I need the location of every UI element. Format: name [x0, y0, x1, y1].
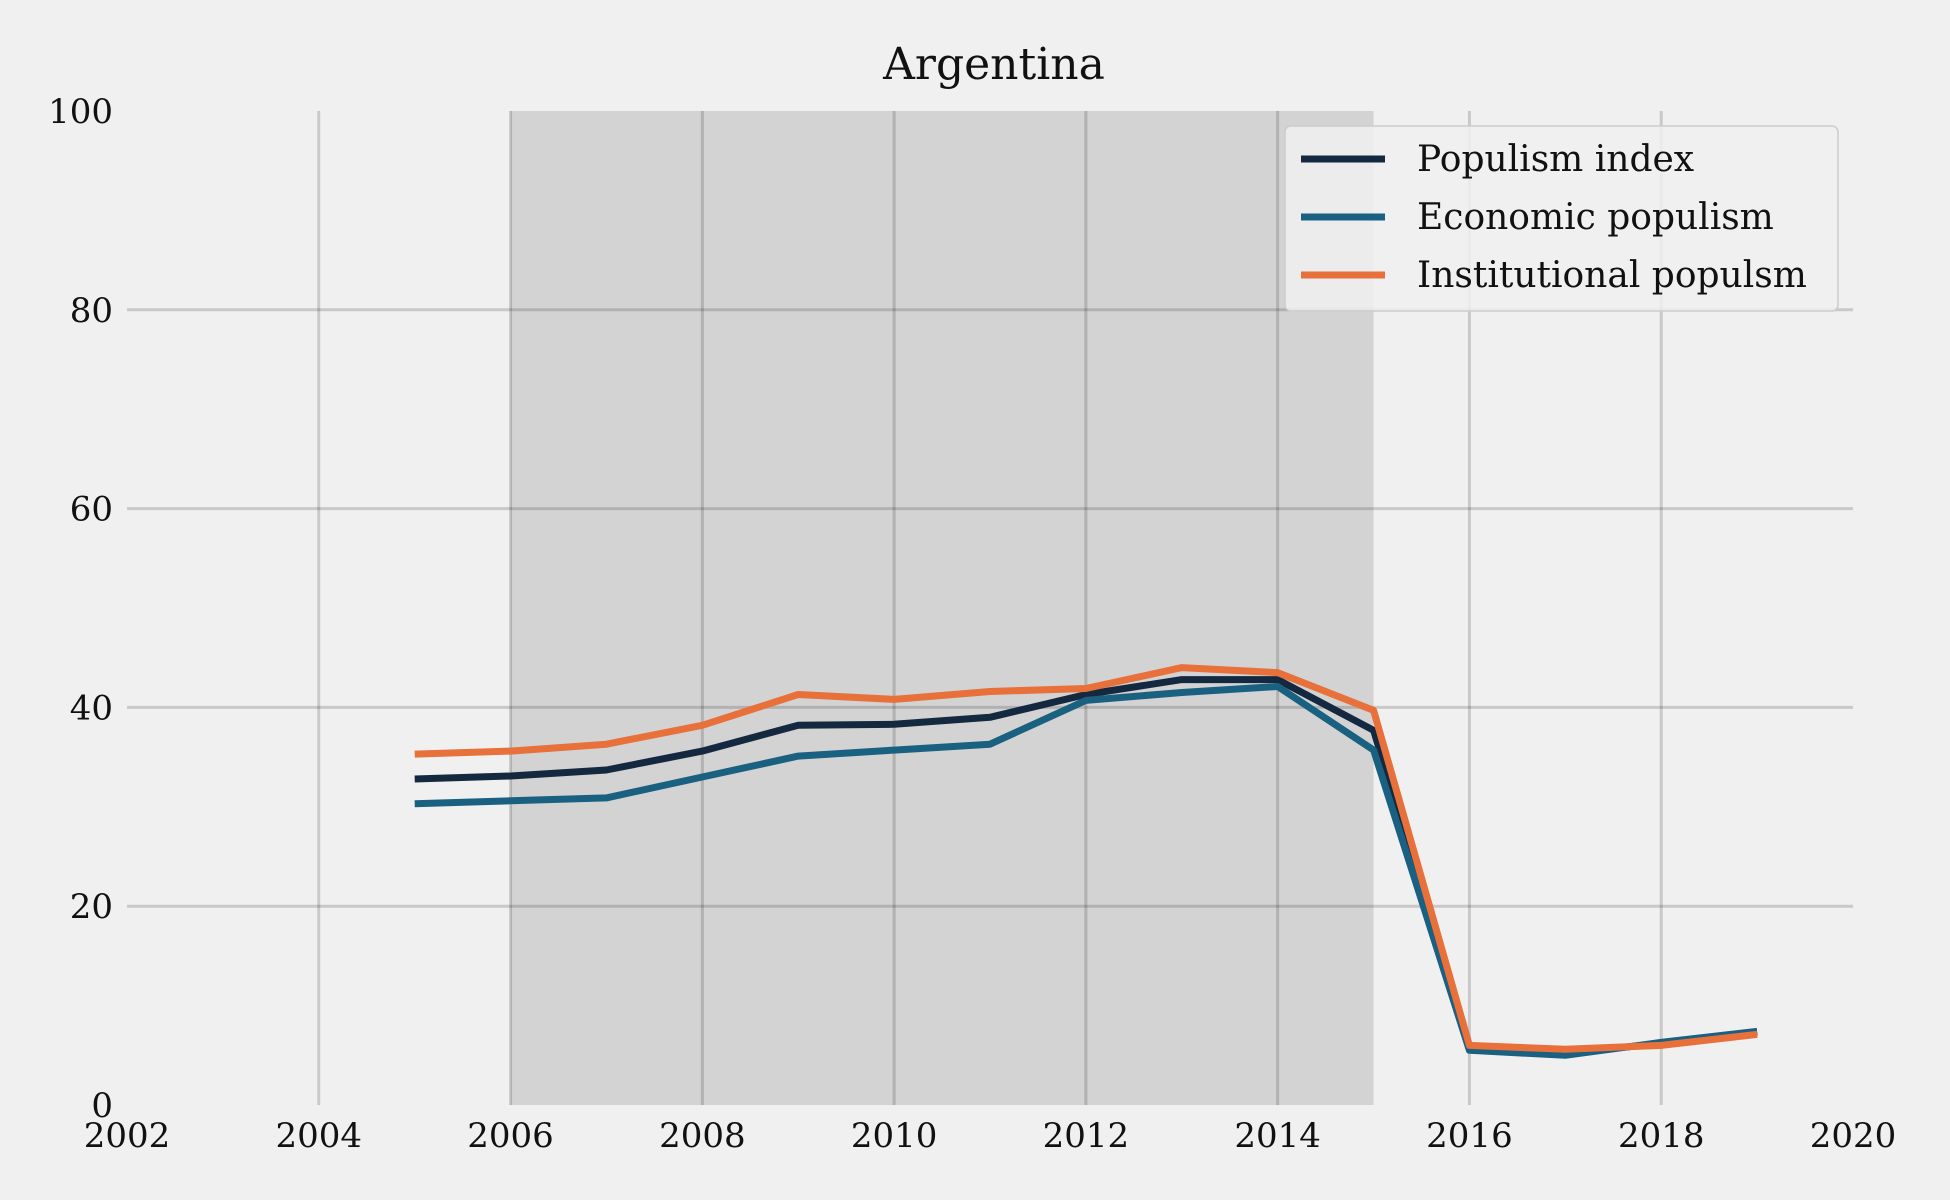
x-tick-label-1: 2004: [276, 1116, 363, 1156]
series-line-2: [414, 664, 1758, 1053]
shaded-period: [510, 111, 1374, 1105]
x-axis: 2002 2004 2006 2008 2010 2012 2014 2016 2018 2020: [84, 1116, 1897, 1156]
y-tick-label-0: 0: [91, 1086, 113, 1126]
legend-box: [1284, 125, 1839, 312]
legend-label-1: Economic populism: [1417, 197, 1774, 238]
y-tick-label-4: 80: [70, 291, 113, 331]
y-tick-label-3: 60: [70, 490, 113, 530]
x-tick-label-9: 2020: [1810, 1116, 1897, 1156]
series-line-1: [414, 683, 1758, 1059]
x-tick-label-5: 2012: [1043, 1116, 1130, 1156]
x-tick-label-3: 2008: [659, 1116, 746, 1156]
x-tick-label-7: 2016: [1426, 1116, 1513, 1156]
x-tick-label-6: 2014: [1234, 1116, 1321, 1156]
x-tick-label-4: 2010: [851, 1116, 938, 1156]
series-lines: [414, 664, 1758, 1059]
x-tick-label-0: 2002: [84, 1116, 171, 1156]
legend: Populism index Economic populism Instituti…: [1284, 125, 1839, 312]
legend-label-0: Populism index: [1417, 139, 1694, 180]
chart-title: Argentina: [882, 39, 1105, 90]
y-tick-label-5: 100: [48, 92, 113, 132]
x-tick-label-2: 2006: [467, 1116, 554, 1156]
y-tick-label-2: 40: [70, 688, 113, 728]
x-tick-label-8: 2018: [1618, 1116, 1705, 1156]
legend-label-2: Institutional populsm: [1417, 255, 1807, 296]
y-tick-label-1: 20: [70, 887, 113, 927]
y-axis: 0 20 40 60 80 100: [48, 92, 113, 1126]
